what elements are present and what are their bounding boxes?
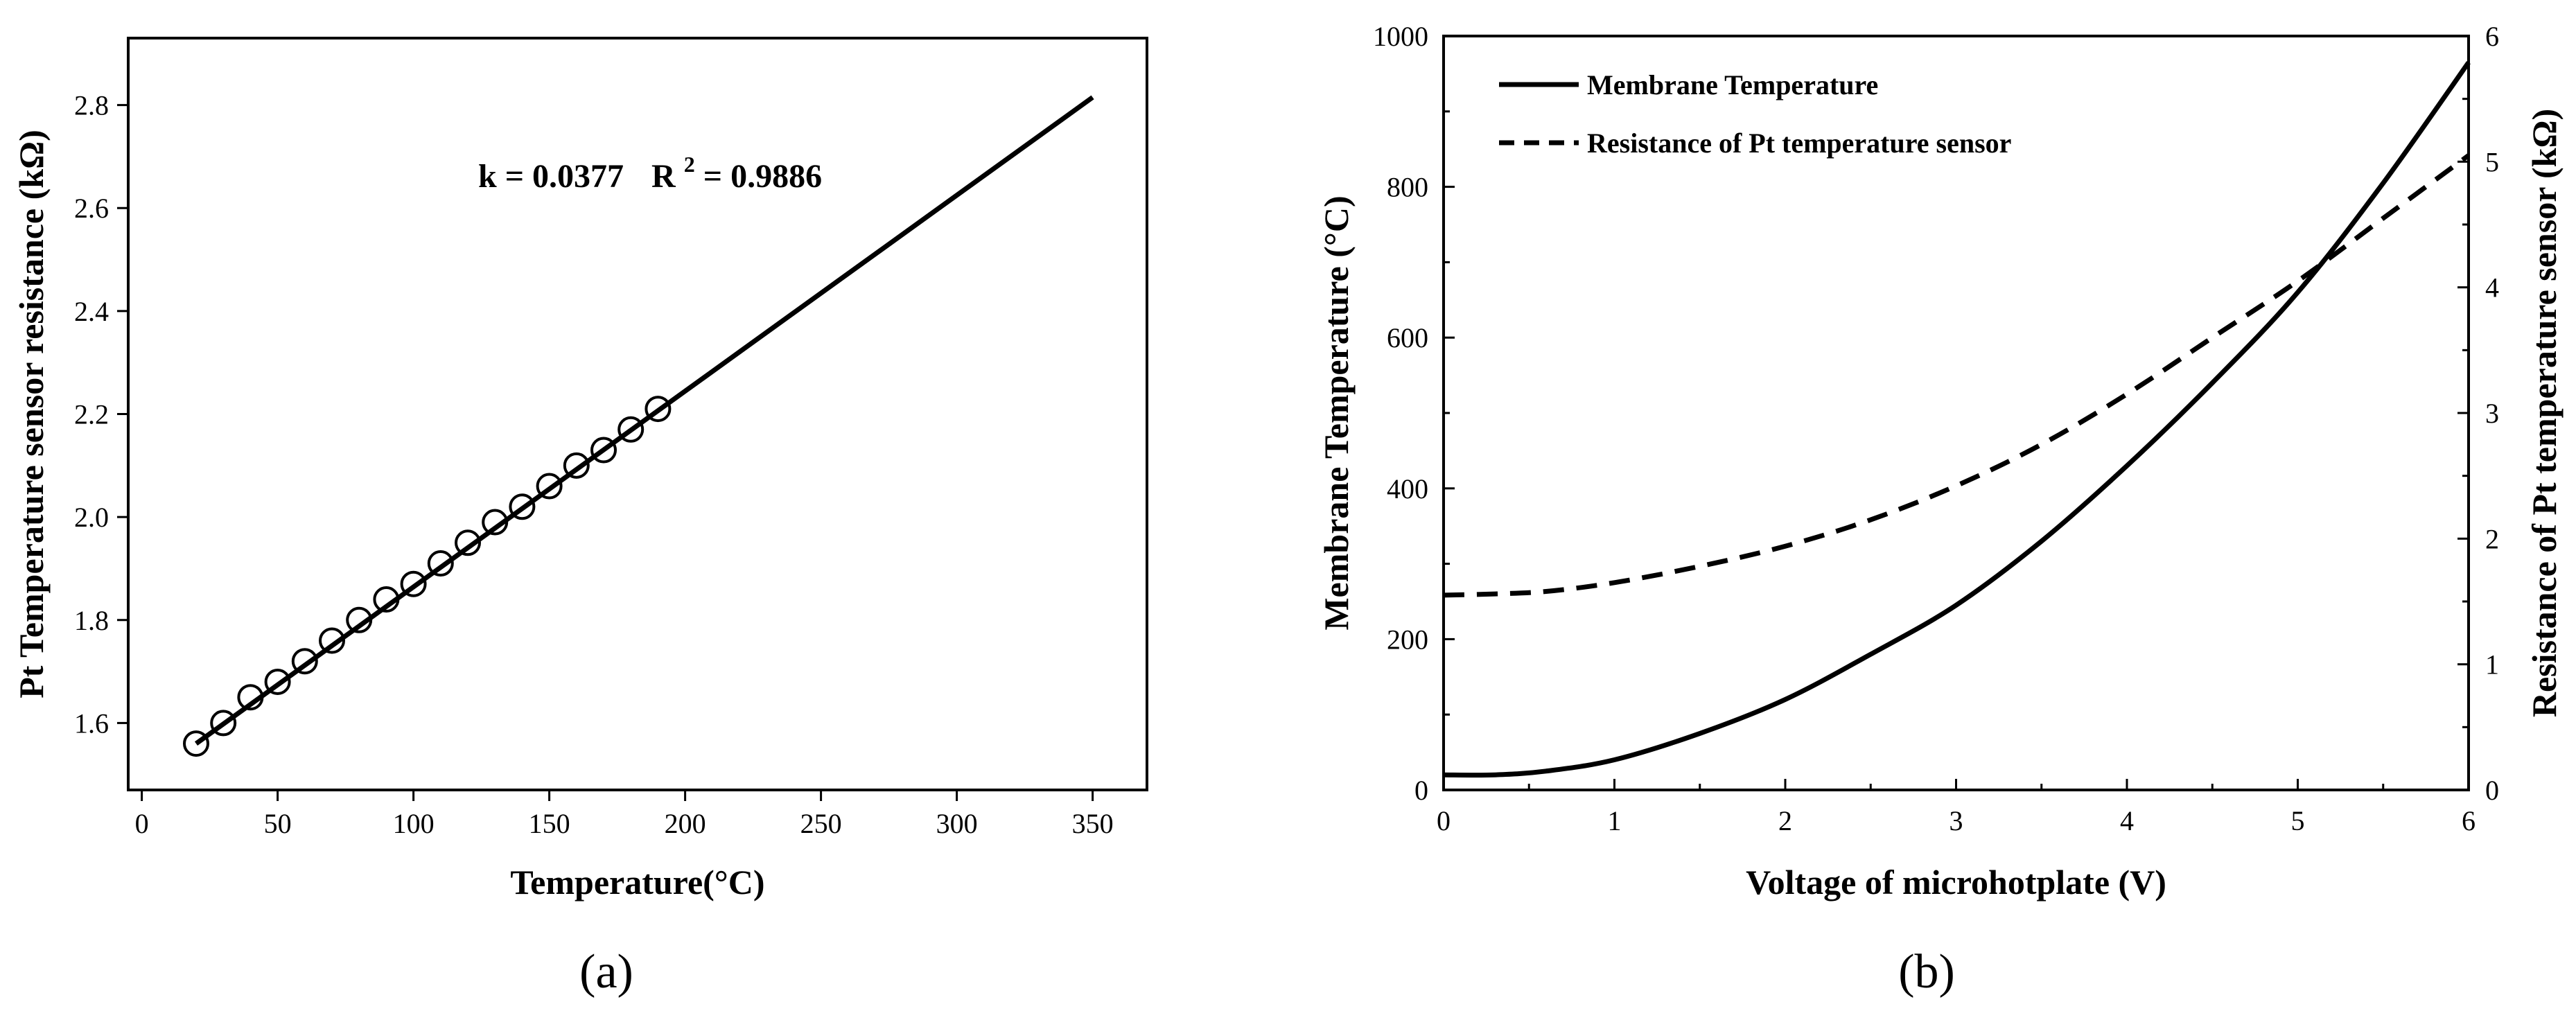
chart-b: 0 1 2 3 4 5 6 0 200 400 600 800 1000 0 1 2 3 4 5 6 Membra…	[1317, 21, 2564, 999]
chart-a-data-point	[373, 586, 400, 613]
chart-b-left-y-tick-label: 800	[1387, 172, 1428, 203]
chart-b-x-tick-label: 1	[1608, 805, 1622, 836]
chart-a-y-tick-label: 1.8	[74, 605, 109, 636]
chart-b-right-y-tick-label: 2	[2485, 523, 2499, 554]
chart-b-left-y-tick-label: 200	[1387, 624, 1428, 655]
chart-b-left-y-tick-label: 0	[1414, 775, 1428, 806]
chart-a-x-tick-label: 250	[800, 808, 842, 839]
chart-a-data-point	[563, 452, 590, 479]
chart-a-x-tick-label: 100	[393, 808, 435, 839]
chart-a-y-axis-label: Pt Temperature sensor resistance (kΩ)	[12, 130, 51, 698]
chart-a-data-point	[319, 627, 345, 654]
chart-a-data-point	[210, 710, 237, 737]
chart-a-r2-prefix: R	[651, 158, 676, 195]
chart-a-x-tick-label: 150	[529, 808, 570, 839]
chart-b-left-y-tick-label: 1000	[1373, 21, 1428, 52]
chart-a-data-point	[264, 668, 291, 695]
chart-a-data-point	[237, 684, 264, 711]
chart-b-left-y-tick-label: 400	[1387, 473, 1428, 504]
chart-a-x-tick-label: 350	[1072, 808, 1114, 839]
chart-a-data-point	[509, 493, 536, 520]
chart-a-fit-annotation: k = 0.0377 R 2 = 0.9886	[478, 143, 822, 195]
chart-b-left-y-ticks: 0 200 400 600 800 1000	[1373, 21, 1455, 806]
chart-b-panel-label: (b)	[1898, 945, 1955, 999]
chart-a-x-tick-label: 0	[135, 808, 149, 839]
chart-a-data-point	[427, 550, 454, 577]
chart-a-y-tick-label: 2.8	[74, 90, 109, 121]
chart-b-x-tick-label: 6	[2462, 805, 2476, 836]
chart-a-data-point	[455, 529, 481, 556]
chart-b-left-y-tick-label: 600	[1387, 322, 1428, 353]
chart-b-x-ticks: 0 1 2 3 4 5 6	[1437, 779, 2476, 836]
chart-b-right-y-tick-label: 4	[2485, 272, 2499, 304]
chart-b-series-membrane-temperature	[1443, 61, 2471, 778]
chart-b-right-y-tick-label: 6	[2485, 21, 2499, 52]
chart-a-y-tick-label: 2.2	[74, 399, 109, 430]
chart-a-y-tick-label: 2.6	[74, 193, 109, 224]
chart-a-y-tick-label: 2.0	[74, 502, 109, 533]
chart-b-left-y-axis-label: Membrane Temperature (°C)	[1317, 195, 1356, 630]
chart-b-legend: Membrane Temperature Resistance of Pt te…	[1499, 69, 2011, 159]
chart-a-data-point	[536, 473, 563, 500]
chart-a-x-ticks: 0 50 100 150 200 250 300 350	[135, 790, 1114, 839]
chart-a-r2-superscript: 2	[684, 152, 695, 177]
chart-a-points	[183, 396, 672, 757]
chart-a-data-point	[291, 648, 318, 675]
chart-a-plot-frame	[127, 37, 1148, 791]
chart-b-right-y-tick-label: 3	[2485, 398, 2499, 429]
chart-a-data-point	[482, 509, 509, 536]
chart-b-right-y-ticks: 0 1 2 3 4 5 6	[2457, 21, 2499, 806]
chart-b-x-tick-label: 2	[1778, 805, 1792, 836]
chart-a-data-point	[400, 570, 427, 597]
chart-a-r2-value: = 0.9886	[703, 158, 822, 195]
chart-a-x-tick-label: 200	[665, 808, 706, 839]
chart-a: 0 50 100 150 200 250 300 350 1.6 1.8 2.0 2.2 2.4 2.6…	[12, 37, 1148, 999]
chart-a-slope-text: k = 0.0377	[478, 158, 624, 195]
chart-a-y-tick-label: 2.4	[74, 296, 109, 327]
chart-b-x-tick-label: 3	[1949, 805, 1963, 836]
chart-b-right-y-axis-label: Resistance of Pt temperature sensor (kΩ)	[2525, 109, 2564, 717]
chart-b-right-y-tick-label: 0	[2485, 775, 2499, 806]
chart-a-y-tick-label: 1.6	[74, 707, 109, 739]
legend-label-membrane-temperature: Membrane Temperature	[1587, 69, 1878, 100]
chart-b-x-axis-label: Voltage of microhotplate (V)	[1746, 863, 2166, 902]
chart-a-y-ticks: 1.6 1.8 2.0 2.2 2.4 2.6 2.8	[74, 90, 128, 739]
legend-label-pt-resistance: Resistance of Pt temperature sensor	[1587, 128, 2011, 159]
chart-a-data-point	[346, 606, 373, 633]
chart-a-x-axis-label: Temperature(°C)	[510, 863, 764, 902]
chart-b-x-tick-label: 5	[2291, 805, 2305, 836]
chart-a-fit-line	[194, 95, 1094, 746]
chart-b-right-y-tick-label: 1	[2485, 649, 2499, 680]
chart-b-series-pt-resistance	[1443, 153, 2471, 598]
chart-a-x-tick-label: 300	[936, 808, 978, 839]
chart-a-data-point	[590, 437, 617, 464]
chart-a-x-tick-label: 50	[264, 808, 292, 839]
chart-b-x-tick-label: 4	[2120, 805, 2134, 836]
chart-a-panel-label: (a)	[579, 945, 633, 999]
chart-b-x-tick-label: 0	[1437, 805, 1451, 836]
chart-a-data-point	[617, 416, 645, 443]
chart-b-right-y-tick-label: 5	[2485, 146, 2499, 177]
chart-a-data-point	[645, 396, 672, 423]
chart-a-data-point	[183, 730, 209, 757]
